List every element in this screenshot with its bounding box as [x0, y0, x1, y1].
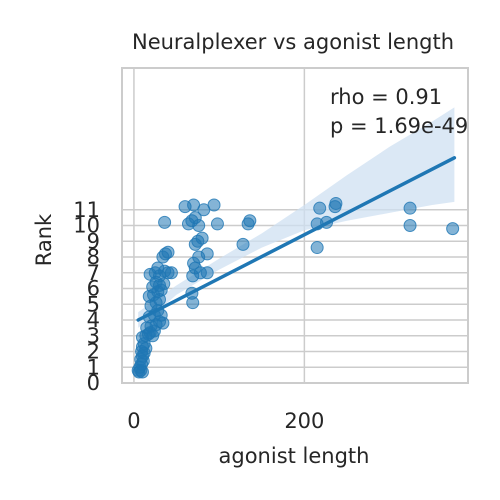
confidence-band-area — [138, 107, 455, 328]
regression-line-group — [136, 156, 457, 322]
data-point — [210, 217, 224, 231]
y-tick-label: 2 — [87, 340, 100, 364]
x-tick-label: 0 — [127, 409, 140, 433]
data-point — [200, 247, 214, 261]
y-tick-label: 10 — [73, 214, 100, 238]
x-tick-label: 200 — [284, 409, 324, 433]
annotation-rho: rho = 0.91 — [330, 85, 442, 109]
y-tick-label: 8 — [87, 245, 100, 269]
data-points — [131, 196, 460, 379]
data-point — [310, 241, 324, 255]
chart-title: Neuralplexer vs agonist length — [132, 30, 454, 54]
data-point — [243, 214, 257, 228]
y-tick-label: 1 — [87, 355, 100, 379]
data-point — [403, 219, 417, 232]
data-point — [161, 245, 175, 259]
data-point — [446, 222, 460, 236]
y-tick-label: 5 — [87, 292, 100, 316]
data-point — [192, 219, 206, 232]
data-point — [188, 237, 202, 251]
y-tick-label: 0 — [87, 371, 100, 395]
regression-line — [136, 156, 457, 322]
data-point — [200, 266, 214, 280]
y-tick-label: 9 — [87, 229, 100, 253]
data-point — [164, 266, 178, 280]
data-point — [236, 237, 250, 251]
x-axis-label: agonist length — [219, 444, 370, 468]
y-tick-label: 4 — [87, 308, 100, 332]
data-point — [329, 196, 343, 210]
y-tick-label: 6 — [87, 277, 100, 301]
data-point — [151, 261, 165, 275]
y-tick-label: 11 — [73, 198, 100, 222]
confidence-band — [138, 107, 455, 328]
annotation-p-value: p = 1.69e-49 — [330, 114, 468, 138]
data-point — [313, 201, 327, 215]
y-tick-label: 7 — [87, 261, 100, 285]
data-point — [207, 198, 221, 212]
y-tick-label: 3 — [87, 324, 100, 348]
data-point — [403, 201, 417, 215]
data-point — [158, 215, 172, 229]
y-axis-label: Rank — [32, 213, 56, 266]
